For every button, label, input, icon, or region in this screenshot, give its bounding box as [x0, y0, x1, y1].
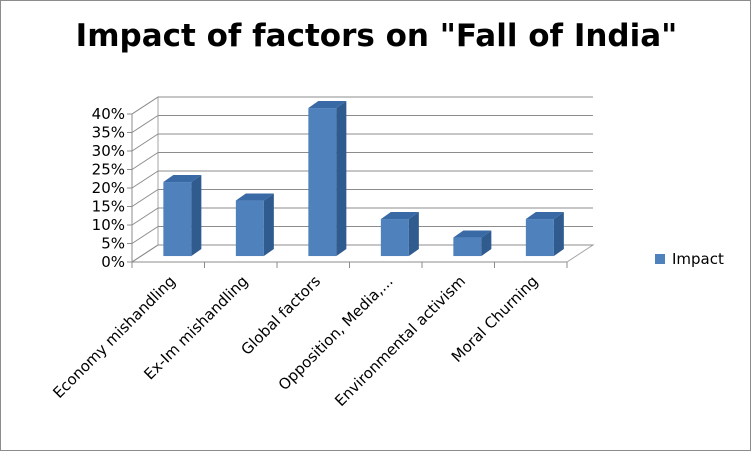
- bars: [163, 101, 564, 257]
- gridline-side: [131, 96, 159, 115]
- y-tick-label: 20%: [92, 179, 125, 197]
- bar-side: [336, 101, 347, 257]
- legend-swatch: [655, 254, 665, 264]
- bar-front: [163, 182, 192, 257]
- bar-top: [380, 212, 419, 220]
- bar-top: [525, 212, 564, 220]
- gridline-side: [131, 115, 159, 133]
- bar: [308, 101, 347, 257]
- y-tick-label: 0%: [101, 253, 125, 271]
- legend-label: Impact: [672, 250, 724, 268]
- y-tick-label: 40%: [92, 105, 125, 123]
- bar-side: [553, 212, 564, 257]
- gridline-side: [131, 189, 159, 207]
- bar-top: [308, 101, 347, 109]
- bar-side: [191, 175, 202, 257]
- y-tick-label: 15%: [92, 198, 125, 216]
- y-tick-label: 25%: [92, 161, 125, 179]
- y-tick-label: 30%: [92, 142, 125, 160]
- bar: [163, 175, 202, 257]
- bar-side: [408, 212, 419, 257]
- gridline-side: [131, 207, 159, 226]
- gridline-side: [131, 170, 159, 189]
- y-tick-labels: 0%5%10%15%20%25%30%35%40%: [92, 105, 125, 271]
- bar-side: [263, 193, 274, 257]
- y-tick-label: 10%: [92, 216, 125, 234]
- bar-front: [525, 219, 554, 257]
- bar-front: [380, 219, 409, 257]
- chart-title: Impact of factors on "Fall of India": [75, 18, 678, 54]
- bar-top: [163, 175, 202, 183]
- bar-top: [235, 193, 274, 201]
- category-label: Environmental activism: [331, 272, 469, 410]
- axes: [127, 113, 568, 268]
- gridline-side: [131, 133, 159, 152]
- bar: [453, 230, 492, 257]
- bar-side: [481, 230, 492, 257]
- y-tick-label: 5%: [101, 235, 125, 253]
- bar-top: [453, 230, 492, 238]
- y-tick-label: 35%: [92, 124, 125, 142]
- gridlines: [131, 96, 593, 263]
- bar-front: [453, 237, 482, 257]
- bar: [235, 193, 274, 257]
- gridline-side: [131, 244, 159, 263]
- bar: [380, 212, 419, 257]
- bar-front: [308, 108, 337, 257]
- bar-front: [235, 200, 264, 257]
- gridline-side: [131, 152, 159, 170]
- bar: [525, 212, 564, 257]
- category-label: Economy mishandling: [49, 272, 179, 402]
- gridline-side: [131, 226, 159, 244]
- legend: Impact: [655, 250, 724, 268]
